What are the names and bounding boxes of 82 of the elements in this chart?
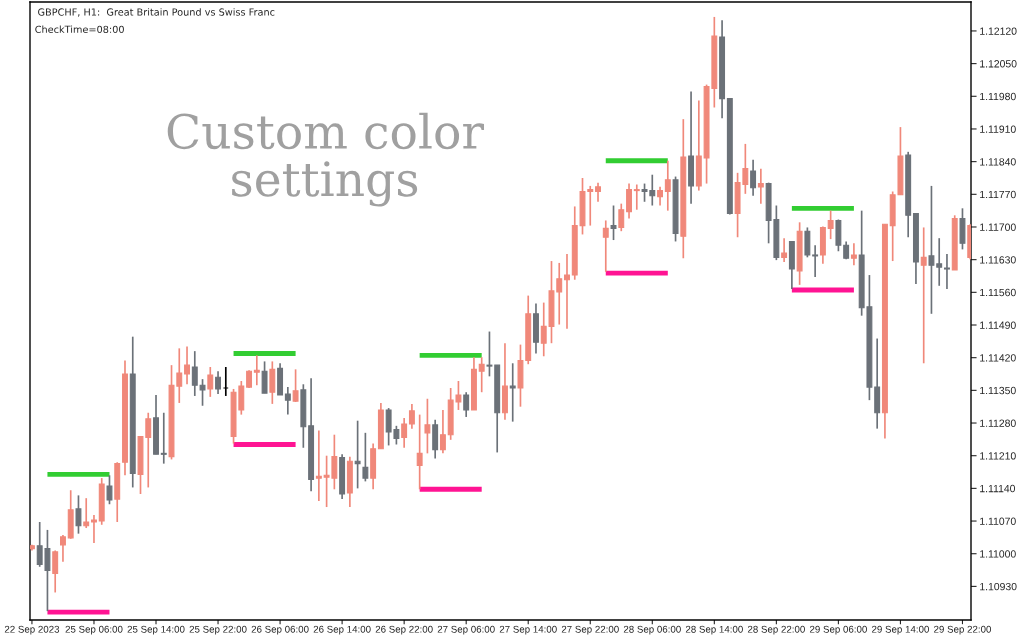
- candlestick: [478, 356, 485, 394]
- candlestick: [664, 159, 671, 212]
- candlestick: [416, 413, 423, 491]
- x-tick-label: 27 Sep 06:00: [437, 625, 495, 635]
- candlestick: [222, 366, 229, 397]
- candlestick: [160, 411, 167, 465]
- y-tick-label: 1.11770: [980, 190, 1016, 199]
- candlestick: [106, 474, 113, 506]
- x-tick-label: 25 Sep 06:00: [65, 625, 123, 635]
- candlestick: [595, 181, 601, 203]
- x-tick-label: 28 Sep 22:00: [747, 625, 805, 635]
- y-tick-label: 1.11000: [980, 550, 1016, 558]
- y-tick-label: 1.11140: [980, 484, 1016, 493]
- y-tick-label: 1.12120: [980, 27, 1017, 35]
- y-tick-label: 1.11560: [980, 288, 1016, 297]
- candlestick: [354, 419, 361, 490]
- candlestick: [827, 209, 834, 240]
- candlestick: [564, 253, 570, 330]
- candlestick: [750, 158, 757, 197]
- x-tick-label: 29 Sep 14:00: [872, 625, 929, 635]
- y-tick-label: 1.11210: [980, 452, 1016, 460]
- x-tick-label: 29 Sep 06:00: [809, 625, 867, 635]
- candlestick: [944, 253, 950, 290]
- candlestick: [215, 370, 222, 395]
- x-tick-label: 25 Sep 14:00: [127, 625, 185, 635]
- candlestick: [269, 360, 276, 405]
- text: GBPCHF, H1: Great Britain Pound vs Swiss Franc: [38, 8, 275, 17]
- candlestick: [253, 354, 260, 387]
- candlestick: [52, 549, 59, 594]
- candlestick: [657, 186, 664, 207]
- annotation: Custom color settings: [167, 112, 485, 207]
- text: CheckTime=08:00: [35, 25, 124, 34]
- x-tick-label: 22 Sep 2023: [4, 625, 60, 635]
- x-tick-label: 29 Sep 22:00: [934, 625, 992, 635]
- y-tick-label: 1.11280: [980, 419, 1016, 427]
- x-tick-label: 27 Sep 22:00: [561, 625, 619, 635]
- x-tick-label: 25 Sep 22:00: [189, 625, 247, 635]
- y-tick-label: 1.11840: [980, 158, 1016, 166]
- candlestick: [207, 366, 214, 398]
- y-tick-label: 1.11630: [980, 256, 1016, 264]
- candlestick: [408, 403, 415, 430]
- y-tick-label: 1.12050: [980, 60, 1017, 68]
- candlestick: [261, 360, 268, 394]
- candlestick: [781, 237, 788, 263]
- candlestick: [424, 397, 431, 455]
- candlestick: [920, 226, 927, 365]
- y-tick-label: 1.10930: [980, 582, 1017, 591]
- candlestick: [439, 409, 446, 455]
- y-tick-label: 1.11490: [980, 321, 1016, 329]
- candlestick: [284, 386, 291, 416]
- candlestick: [602, 219, 609, 273]
- candlestick: [804, 226, 811, 259]
- y-tick-label: 1.11700: [980, 223, 1016, 231]
- candlestick: [812, 244, 819, 278]
- candlestick: [463, 391, 470, 418]
- candlestick: [633, 183, 640, 211]
- x-tick-label: 28 Sep 14:00: [685, 625, 743, 635]
- y-tick-label: 1.11420: [980, 354, 1016, 362]
- y-tick-label: 1.11070: [980, 517, 1016, 525]
- candlestick: [59, 534, 66, 563]
- candlestick: [401, 417, 408, 449]
- candlestick: [83, 497, 90, 529]
- candlestick: [757, 167, 764, 205]
- candlestick: [184, 345, 190, 386]
- y-tick-label: 1.11910: [980, 125, 1016, 133]
- candlestick: [850, 242, 857, 267]
- y-tick-label: 1.11350: [980, 386, 1016, 395]
- candlestick: [626, 182, 632, 220]
- candlestick: [75, 494, 82, 535]
- candlestick: [618, 202, 625, 233]
- x-tick-label: 26 Sep 22:00: [375, 625, 433, 635]
- candlestick: [91, 514, 97, 544]
- x-tick-label: 28 Sep 06:00: [623, 625, 681, 635]
- y-tick-label: 1.11980: [980, 92, 1016, 101]
- candlestick: [610, 204, 617, 241]
- x-tick-label: 26 Sep 14:00: [313, 625, 371, 635]
- x-tick-label: 27 Sep 14:00: [499, 625, 557, 635]
- candlestick: [315, 429, 322, 502]
- candlestick: [362, 431, 369, 483]
- x-tick-label: 26 Sep 06:00: [251, 625, 309, 635]
- candlestick: [509, 362, 516, 423]
- candlestick: [292, 368, 299, 403]
